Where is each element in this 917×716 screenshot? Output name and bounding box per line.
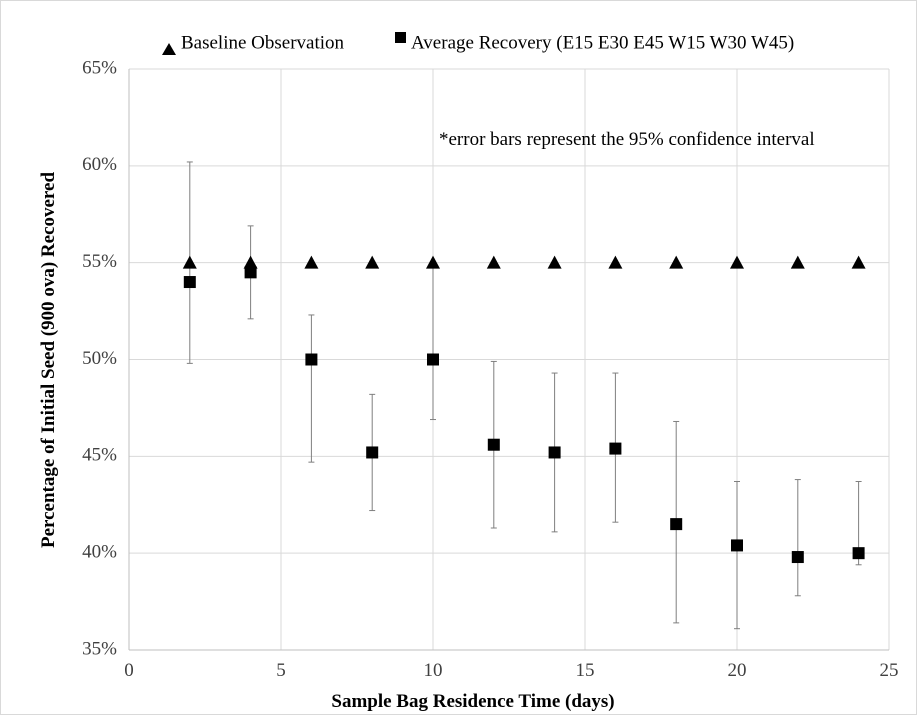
error-bars <box>186 161 862 630</box>
x-tick-label: 20 <box>728 660 747 681</box>
baseline-point <box>304 255 319 269</box>
average-recovery-point <box>244 266 257 279</box>
average-recovery-point <box>791 551 804 564</box>
baseline-point <box>486 255 501 269</box>
x-axis-title: Sample Bag Residence Time (days) <box>331 691 614 712</box>
average-recovery-point <box>670 518 683 531</box>
average-recovery-point <box>183 276 196 289</box>
baseline-point <box>243 255 258 269</box>
y-tick-label: 65% <box>82 57 117 78</box>
average-recovery-point <box>852 547 865 560</box>
baseline-point <box>790 255 805 269</box>
baseline-point <box>669 255 684 269</box>
average-recovery-point <box>305 353 318 366</box>
baseline-point <box>608 255 623 269</box>
legend-label-baseline: Baseline Observation <box>181 32 345 53</box>
average-recovery-point <box>427 353 439 366</box>
data-markers <box>182 255 866 564</box>
y-tick-labels: 35% 40% 45% 50% 55% 60% 65% <box>82 57 117 659</box>
baseline-point <box>730 255 744 269</box>
x-tick-label: 0 <box>124 660 134 681</box>
average-recovery-point <box>366 446 379 459</box>
x-tick-label: 15 <box>576 660 595 681</box>
baseline-point <box>365 255 380 269</box>
error-bar-annotation: *error bars represent the 95% confidence… <box>439 129 815 150</box>
y-tick-label: 60% <box>82 154 117 175</box>
x-tick-label: 5 <box>276 660 286 681</box>
y-tick-label: 35% <box>82 638 117 659</box>
average-recovery-point <box>548 446 561 459</box>
legend: Baseline Observation Average Recovery (E… <box>162 32 794 55</box>
x-tick-label: 25 <box>880 660 899 681</box>
average-recovery-point <box>609 442 622 455</box>
baseline-point <box>547 255 562 269</box>
legend-triangle-marker <box>162 43 176 55</box>
legend-square-marker <box>395 32 406 43</box>
y-tick-label: 55% <box>82 251 117 272</box>
y-tick-label: 45% <box>82 445 117 466</box>
x-tick-label: 10 <box>424 660 443 681</box>
legend-label-average: Average Recovery (E15 E30 E45 W15 W30 W4… <box>411 32 794 53</box>
baseline-point <box>851 255 866 269</box>
y-tick-label: 50% <box>82 348 117 369</box>
baseline-point <box>182 255 197 269</box>
x-tick-labels: 0 5 10 15 20 25 <box>124 660 898 681</box>
average-recovery-point <box>487 438 500 451</box>
axes <box>128 69 889 651</box>
y-axis-title: Percentage of Initial Seed (900 ova) Rec… <box>38 172 59 548</box>
average-recovery-point <box>731 539 743 552</box>
baseline-point <box>426 255 440 269</box>
grid-lines <box>129 68 890 650</box>
y-tick-label: 40% <box>82 542 117 563</box>
